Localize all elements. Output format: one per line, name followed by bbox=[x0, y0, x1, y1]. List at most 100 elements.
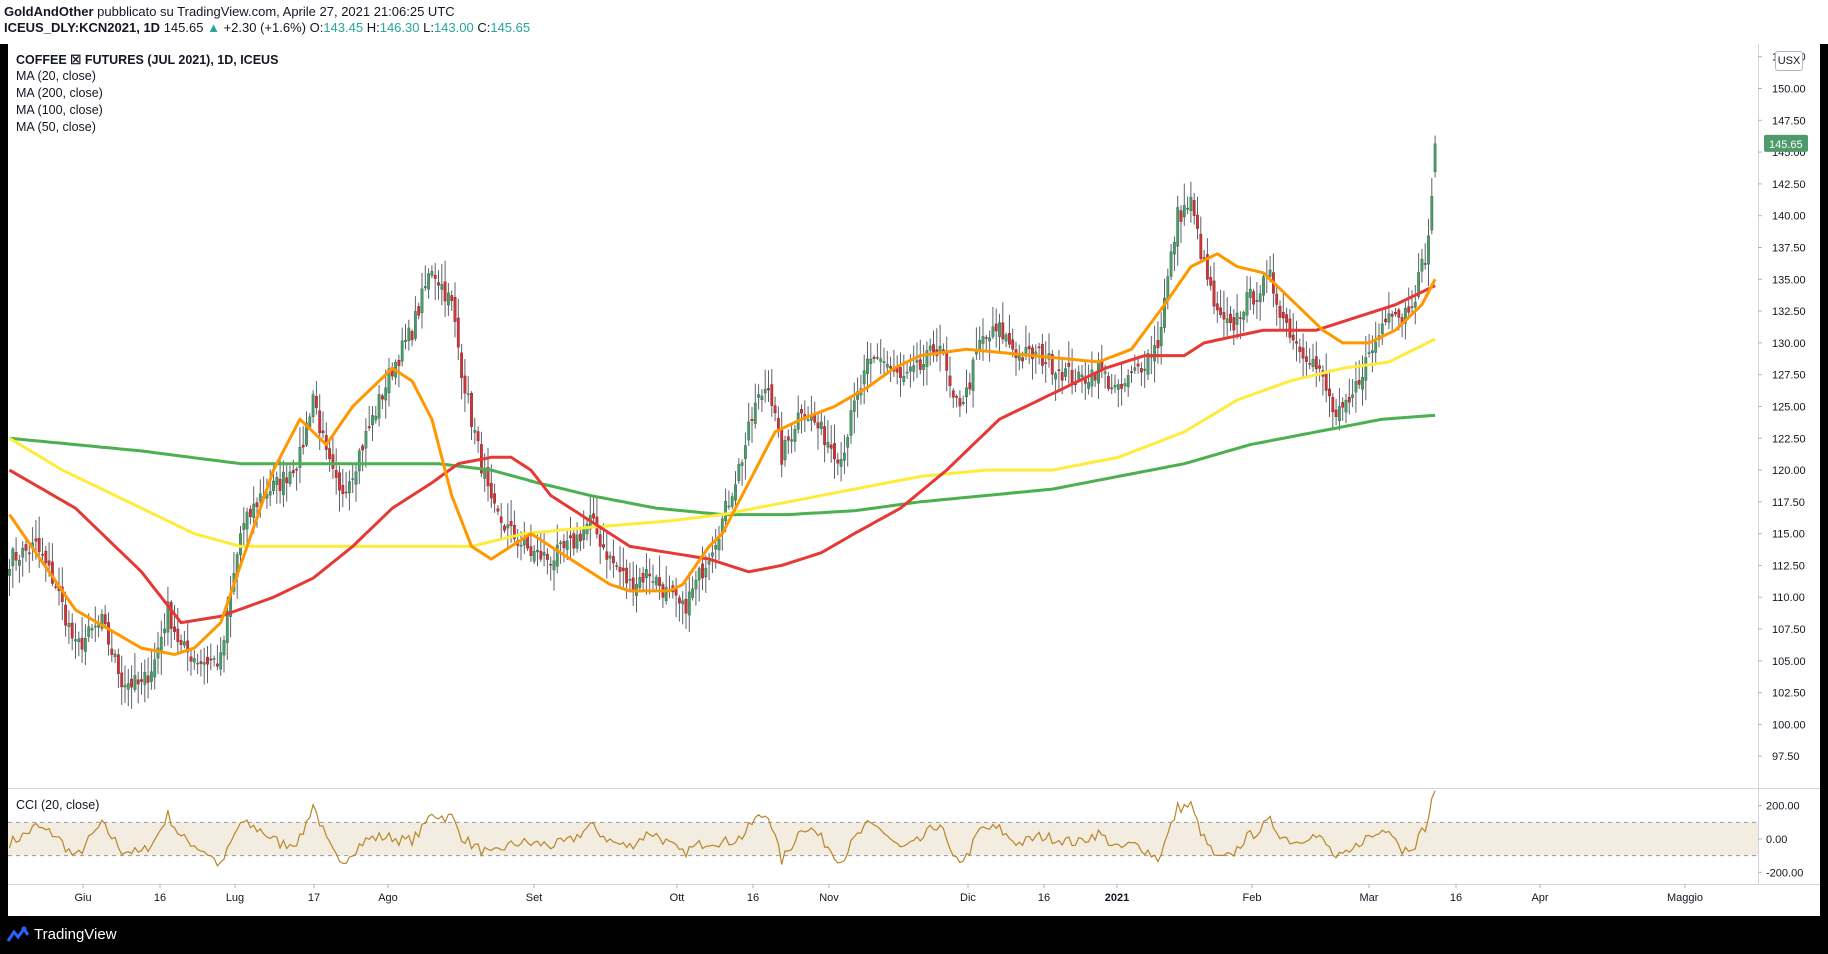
time-tick-label: Maggio bbox=[1667, 892, 1703, 904]
candle-body bbox=[829, 444, 833, 449]
candle-body bbox=[707, 561, 711, 565]
candle-body bbox=[278, 478, 282, 491]
candle-body bbox=[1238, 317, 1242, 319]
candle-body bbox=[489, 483, 493, 499]
candle-body bbox=[433, 275, 437, 279]
cci-tick-label: -200.00 bbox=[1766, 867, 1803, 879]
candle-body bbox=[440, 284, 444, 290]
candle-body bbox=[664, 587, 668, 601]
candle-body bbox=[1341, 402, 1345, 408]
legend-cci[interactable]: CCI (20, close) bbox=[16, 798, 100, 812]
time-tick-label: 16 bbox=[1450, 892, 1462, 904]
candle-body bbox=[476, 431, 480, 442]
candle-body bbox=[123, 684, 127, 688]
candle-body bbox=[136, 679, 140, 685]
candle-body bbox=[984, 337, 988, 339]
price-tick-label: 112.50 bbox=[1772, 560, 1805, 572]
candle-body bbox=[116, 654, 120, 674]
candle-body bbox=[763, 388, 767, 394]
chart-frame[interactable]: 97.50 100.00 102.50 105.00 107.50 110.00 112.5… bbox=[8, 44, 1820, 916]
candle-body bbox=[499, 516, 503, 523]
candle-body bbox=[1433, 143, 1437, 173]
candle-body bbox=[1298, 346, 1302, 352]
candle-body bbox=[575, 534, 579, 549]
ma20-line bbox=[8, 252, 1437, 656]
candle-body bbox=[450, 295, 454, 301]
footer-bar: TradingView bbox=[0, 916, 1828, 954]
candle-body bbox=[1186, 207, 1190, 210]
legend-ma100[interactable]: MA (100, close) bbox=[16, 103, 103, 117]
candle-body bbox=[255, 502, 259, 508]
candle-body bbox=[206, 657, 209, 665]
candle-body bbox=[169, 602, 173, 629]
candle-body bbox=[1021, 357, 1025, 362]
candle-body bbox=[67, 622, 71, 627]
candle-body bbox=[298, 447, 302, 468]
candle-body bbox=[1070, 369, 1074, 384]
candle-body bbox=[1334, 409, 1338, 418]
time-tick-label: 16 bbox=[154, 892, 166, 904]
candle-body bbox=[1103, 371, 1107, 374]
candle-body bbox=[103, 614, 107, 625]
candle-body bbox=[1123, 383, 1127, 387]
candle-body bbox=[1110, 387, 1114, 390]
candle-body bbox=[948, 375, 952, 386]
author-name[interactable]: GoldAndOther bbox=[4, 4, 94, 19]
cci-tick-label: 0.00 bbox=[1766, 834, 1787, 846]
candle-body bbox=[503, 525, 506, 531]
price-tick-label: 147.50 bbox=[1772, 115, 1806, 127]
candle-body bbox=[717, 538, 721, 551]
candle-body bbox=[1308, 363, 1312, 365]
candle-body bbox=[414, 311, 417, 339]
candle-body bbox=[173, 626, 176, 632]
candle-body bbox=[1116, 384, 1120, 390]
currency-unit-badge[interactable]: USX bbox=[1775, 51, 1803, 71]
candle-body bbox=[14, 552, 18, 561]
candle-body bbox=[44, 550, 48, 563]
price-change: +2.30 (+1.6%) bbox=[223, 20, 306, 35]
candle-body bbox=[1067, 362, 1071, 367]
candle-body bbox=[182, 641, 186, 646]
candle-body bbox=[951, 390, 955, 398]
legend-ma50[interactable]: MA (50, close) bbox=[16, 120, 96, 134]
candle-body bbox=[397, 360, 401, 366]
candle-body bbox=[605, 551, 609, 560]
candle-body bbox=[1328, 388, 1331, 397]
candle-body bbox=[912, 365, 916, 372]
chart-canvas[interactable]: 97.50 100.00 102.50 105.00 107.50 110.00 112.5… bbox=[8, 44, 1820, 916]
candle-body bbox=[724, 501, 728, 522]
candle-body bbox=[186, 640, 190, 653]
candle-body bbox=[747, 421, 751, 441]
candle-body bbox=[420, 288, 424, 313]
candle-body bbox=[212, 658, 216, 660]
tradingview-brand[interactable]: TradingView bbox=[34, 926, 117, 943]
candle-body bbox=[341, 485, 345, 494]
candle-body bbox=[1291, 334, 1295, 341]
candle-body bbox=[922, 364, 926, 370]
candle-body bbox=[658, 577, 662, 587]
candle-body bbox=[305, 422, 308, 446]
candle-body bbox=[344, 491, 348, 494]
low-label: L: bbox=[423, 20, 434, 35]
candle-body bbox=[866, 358, 869, 374]
candle-body bbox=[215, 663, 219, 667]
candle-body bbox=[684, 598, 688, 614]
candle-body bbox=[374, 415, 378, 421]
candle-body bbox=[371, 415, 374, 426]
candle-body bbox=[219, 652, 223, 670]
candle-body bbox=[628, 579, 632, 581]
legend-ma200[interactable]: MA (200, close) bbox=[16, 86, 103, 100]
candle-body bbox=[753, 402, 757, 424]
candle-body bbox=[1031, 347, 1034, 360]
candle-body bbox=[146, 675, 150, 683]
symbol-label: ICEUS_DLY:KCN2021, 1D bbox=[4, 20, 161, 35]
candle-body bbox=[1215, 303, 1219, 311]
candle-body bbox=[156, 647, 160, 659]
last-price-badge bbox=[1764, 134, 1808, 152]
candle-body bbox=[331, 454, 335, 469]
candle-body bbox=[618, 566, 622, 572]
candle-body bbox=[153, 659, 157, 678]
legend-ma20[interactable]: MA (20, close) bbox=[16, 69, 96, 83]
candle-body bbox=[1229, 313, 1232, 324]
candle-body bbox=[1037, 346, 1041, 349]
